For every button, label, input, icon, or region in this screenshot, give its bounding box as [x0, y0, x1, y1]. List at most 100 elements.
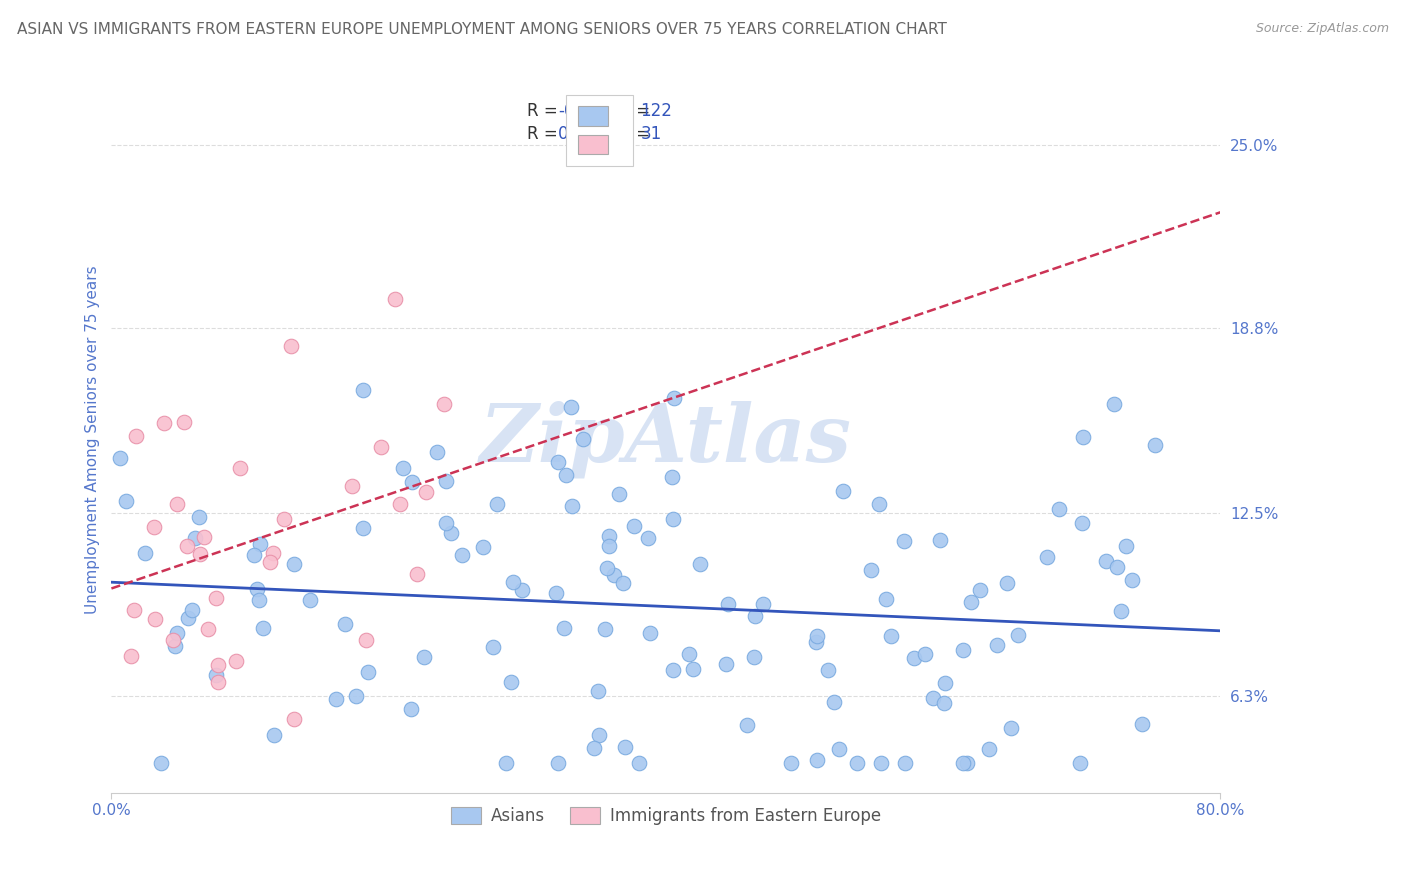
- Point: [384, 292, 406, 306]
- Point: [969, 582, 991, 597]
- Point: [586, 683, 609, 698]
- Text: ZipAtlas: ZipAtlas: [479, 401, 852, 478]
- Point: [434, 475, 457, 489]
- Point: [598, 529, 620, 543]
- Point: [1036, 550, 1059, 565]
- Point: [870, 756, 893, 771]
- Point: [471, 541, 494, 555]
- Point: [806, 629, 828, 643]
- Point: [434, 516, 457, 530]
- Point: [868, 497, 890, 511]
- Point: [744, 609, 766, 624]
- Point: [922, 691, 945, 706]
- Point: [481, 640, 503, 655]
- Point: [352, 521, 374, 535]
- Point: [120, 649, 142, 664]
- Point: [1109, 604, 1132, 618]
- Point: [662, 664, 685, 678]
- Point: [262, 547, 284, 561]
- Point: [752, 597, 775, 611]
- Point: [959, 595, 981, 609]
- Point: [638, 625, 661, 640]
- Text: 122: 122: [640, 102, 672, 120]
- Text: R =: R =: [527, 102, 564, 120]
- Point: [1000, 722, 1022, 736]
- Point: [1047, 501, 1070, 516]
- Point: [664, 391, 686, 405]
- Point: [115, 493, 138, 508]
- Point: [932, 696, 955, 710]
- Point: [273, 512, 295, 526]
- Point: [717, 597, 740, 611]
- Point: [934, 676, 956, 690]
- Point: [623, 519, 645, 533]
- Point: [859, 563, 882, 577]
- Point: [280, 339, 302, 353]
- Point: [995, 576, 1018, 591]
- Point: [714, 657, 737, 672]
- Point: [637, 532, 659, 546]
- Point: [502, 575, 524, 590]
- Point: [125, 429, 148, 443]
- Point: [440, 526, 463, 541]
- Text: N =: N =: [609, 126, 661, 144]
- Point: [325, 691, 347, 706]
- Point: [204, 591, 226, 606]
- Point: [893, 533, 915, 548]
- Point: [845, 756, 868, 771]
- Point: [392, 461, 415, 475]
- Point: [1095, 554, 1118, 568]
- Point: [259, 555, 281, 569]
- Point: [243, 548, 266, 562]
- Point: [682, 662, 704, 676]
- Point: [804, 635, 827, 649]
- Point: [177, 610, 200, 624]
- Point: [952, 756, 974, 771]
- Point: [193, 530, 215, 544]
- Point: [108, 450, 131, 465]
- Point: [413, 650, 436, 665]
- Point: [225, 654, 247, 668]
- Point: [952, 643, 974, 657]
- Point: [572, 432, 595, 446]
- Point: [1071, 516, 1094, 531]
- Point: [560, 400, 582, 414]
- Point: [180, 603, 202, 617]
- Point: [555, 468, 578, 483]
- Point: [875, 592, 897, 607]
- Point: [451, 549, 474, 563]
- Point: [197, 622, 219, 636]
- Point: [229, 461, 252, 475]
- Point: [501, 675, 523, 690]
- Point: [399, 702, 422, 716]
- Point: [401, 475, 423, 489]
- Point: [246, 582, 269, 597]
- Point: [389, 497, 412, 511]
- Text: N =: N =: [609, 102, 655, 120]
- Point: [495, 756, 517, 771]
- Point: [298, 592, 321, 607]
- Point: [188, 510, 211, 524]
- Point: [485, 497, 508, 511]
- Point: [1071, 430, 1094, 444]
- Text: 0.298: 0.298: [558, 126, 606, 144]
- Legend: Asians, Immigrants from Eastern Europe: Asians, Immigrants from Eastern Europe: [443, 799, 890, 834]
- Point: [879, 629, 901, 643]
- Point: [510, 582, 533, 597]
- Point: [415, 485, 437, 500]
- Point: [903, 651, 925, 665]
- Point: [929, 533, 952, 547]
- Point: [613, 739, 636, 754]
- Point: [263, 728, 285, 742]
- Point: [143, 612, 166, 626]
- Point: [1069, 756, 1091, 771]
- Point: [1107, 559, 1129, 574]
- Text: R =: R =: [527, 126, 564, 144]
- Text: 31: 31: [640, 126, 662, 144]
- Point: [163, 639, 186, 653]
- Point: [894, 756, 917, 771]
- Point: [252, 621, 274, 635]
- Point: [603, 568, 626, 582]
- Point: [354, 632, 377, 647]
- Point: [283, 558, 305, 572]
